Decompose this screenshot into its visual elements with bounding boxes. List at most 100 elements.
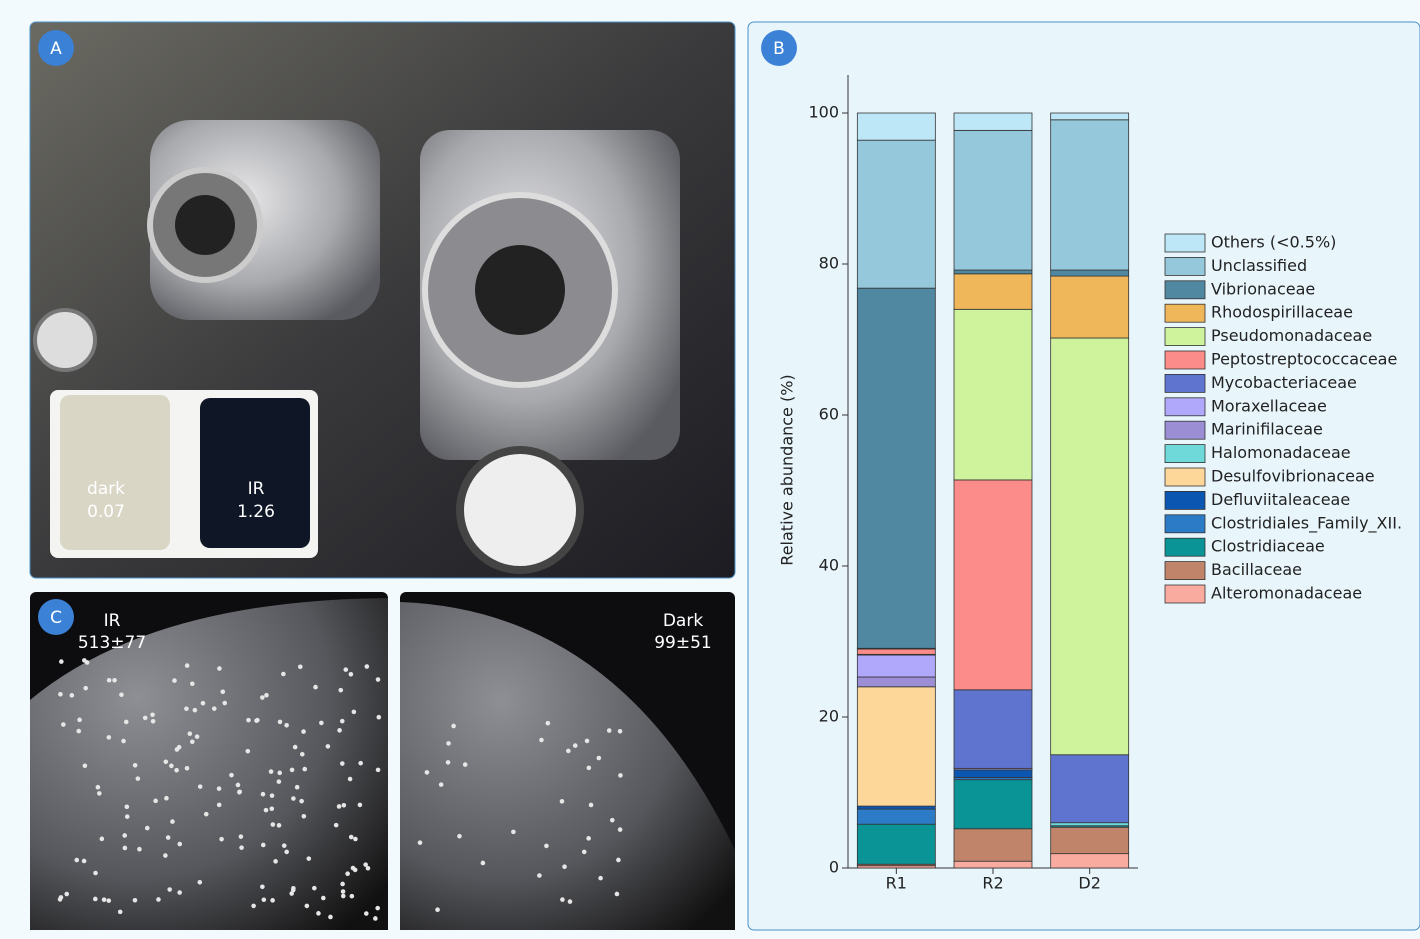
colony — [153, 799, 158, 804]
legend-label: Defluviitaleaceae — [1211, 490, 1350, 509]
colony — [169, 764, 174, 769]
colony — [167, 887, 172, 892]
colony — [107, 678, 112, 683]
colony — [61, 722, 66, 727]
inset-value: 0.07 — [87, 502, 125, 522]
colony — [219, 837, 224, 842]
colony — [615, 892, 620, 897]
colony — [151, 719, 156, 724]
colony — [133, 763, 138, 768]
colony — [212, 706, 217, 711]
colony — [246, 718, 251, 723]
colony — [481, 861, 486, 866]
legend-swatch — [1165, 351, 1205, 369]
colony — [190, 739, 195, 744]
plate-label: IR — [104, 611, 121, 631]
colony — [353, 837, 358, 842]
colony — [293, 745, 298, 750]
colony — [338, 688, 343, 693]
figure: A B C dark 0.07 IR 1.26 IR 513±77 Dark 9… — [0, 0, 1420, 935]
panel-label: B — [773, 39, 785, 59]
colony — [204, 812, 209, 817]
bar-segment — [1051, 270, 1129, 276]
colony — [85, 660, 90, 665]
colony — [562, 864, 567, 869]
colony — [251, 904, 256, 909]
legend-swatch — [1165, 374, 1205, 392]
bar-segment — [857, 140, 935, 288]
plate-label: Dark — [663, 611, 703, 631]
colony — [83, 686, 88, 691]
bar-segment — [857, 687, 935, 806]
legend-swatch — [1165, 234, 1205, 252]
colony — [560, 799, 565, 804]
colony — [260, 884, 265, 889]
colony — [373, 916, 378, 921]
colony — [262, 897, 267, 902]
legend-label: Rhodospirillaceae — [1211, 303, 1353, 322]
colony — [446, 760, 451, 765]
colony — [298, 664, 303, 669]
y-tick-label: 60 — [819, 405, 839, 424]
colony — [261, 843, 266, 848]
colony — [376, 677, 381, 682]
colony — [119, 692, 124, 697]
colony — [282, 843, 287, 848]
bar-segment — [954, 270, 1032, 274]
bar-segment — [857, 809, 935, 824]
colony — [321, 896, 326, 901]
photo-reactor — [30, 22, 735, 578]
colony — [585, 739, 590, 744]
bar-segment — [954, 274, 1032, 309]
colony — [125, 804, 130, 809]
bar-segment — [954, 113, 1032, 130]
panel-label: A — [50, 39, 62, 59]
colony — [273, 859, 278, 864]
bar-segment — [1051, 854, 1129, 868]
bar-segment — [954, 309, 1032, 480]
bar-segment — [954, 130, 1032, 270]
inset-value: 1.26 — [237, 502, 275, 522]
panel-label: C — [50, 608, 62, 628]
legend-swatch — [1165, 281, 1205, 299]
colony — [544, 844, 549, 849]
colony — [340, 882, 345, 887]
colony — [573, 743, 578, 748]
legend-swatch — [1165, 515, 1205, 533]
colony — [537, 873, 542, 878]
colony — [123, 846, 128, 851]
bar-segment — [857, 806, 935, 809]
colony — [59, 895, 64, 900]
colony — [100, 837, 105, 842]
bar-segment — [1051, 120, 1129, 270]
bar-segment — [1051, 276, 1129, 338]
legend-swatch — [1165, 562, 1205, 580]
colony — [618, 729, 623, 734]
colony — [376, 768, 381, 773]
colony — [82, 859, 87, 864]
colony — [136, 776, 141, 781]
x-tick-label: D2 — [1078, 874, 1101, 893]
colony — [598, 876, 603, 881]
bar-segment — [1051, 823, 1129, 826]
colony — [198, 784, 203, 789]
colony — [239, 845, 244, 850]
bar-segment — [1051, 113, 1129, 120]
bar-segment — [1051, 338, 1129, 755]
colony — [610, 818, 615, 823]
y-tick-label: 20 — [819, 707, 839, 726]
legend-label: Others (<0.5%) — [1211, 233, 1336, 252]
y-tick-label: 0 — [829, 858, 839, 877]
colony — [313, 685, 318, 690]
colony — [352, 710, 357, 715]
legend-swatch — [1165, 468, 1205, 486]
colony — [197, 880, 202, 885]
colony — [300, 752, 305, 757]
colony — [295, 785, 300, 790]
colony — [58, 692, 63, 697]
legend-label: Mycobacteriaceae — [1211, 373, 1357, 392]
colony — [425, 770, 430, 775]
bar-segment — [954, 861, 1032, 868]
colony — [375, 906, 380, 911]
plate-count: 513±77 — [78, 633, 146, 653]
